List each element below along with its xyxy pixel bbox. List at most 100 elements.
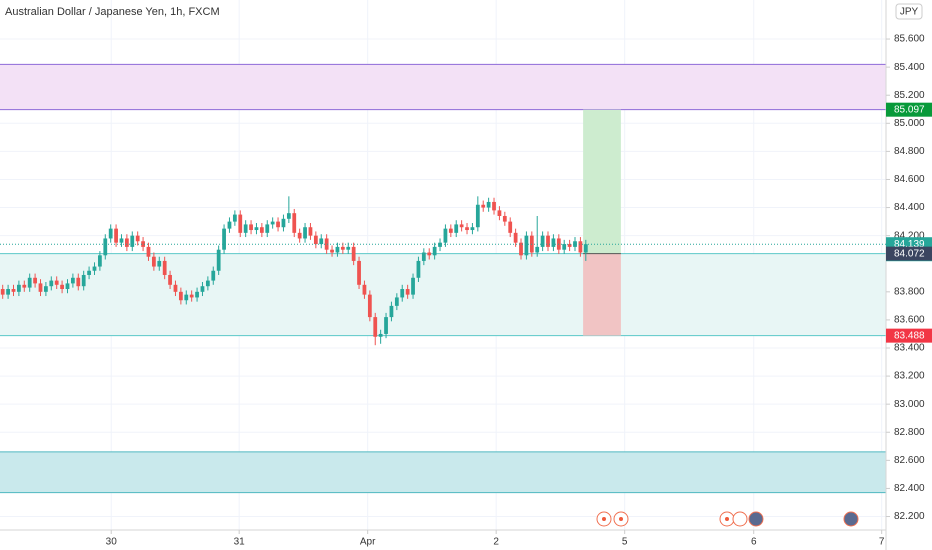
candle-body: [362, 284, 367, 295]
candle-body: [173, 284, 178, 292]
profit-area: [583, 109, 621, 254]
candle-body: [405, 289, 410, 295]
last-price-label: 84.139: [894, 239, 925, 250]
candle-body: [578, 241, 583, 253]
candle-body: [92, 266, 97, 271]
candle-body: [44, 286, 48, 292]
candle-body: [432, 246, 437, 256]
candle-body: [400, 289, 405, 298]
candle-body: [178, 291, 183, 301]
candle-body: [254, 227, 259, 231]
candle-body: [492, 201, 496, 211]
candle-body: [583, 244, 588, 253]
x-tick-label: 7: [879, 537, 885, 548]
x-tick-label: 6: [751, 537, 757, 548]
x-tick-label: 31: [234, 537, 246, 548]
y-tick-label: 84.800: [894, 146, 925, 157]
candle-body: [265, 224, 270, 233]
currency-button[interactable]: [895, 3, 923, 20]
candle-body: [205, 280, 210, 287]
candle-body: [286, 213, 291, 219]
candle-body: [367, 294, 372, 318]
currency-label[interactable]: JPY: [900, 7, 919, 18]
event-icon[interactable]: [843, 511, 859, 527]
candle-body: [195, 291, 199, 298]
candle-body: [232, 214, 237, 222]
candle-body: [184, 294, 189, 301]
y-tick-label: 83.200: [894, 371, 925, 382]
candle-body: [546, 235, 550, 247]
candle-body: [465, 227, 469, 231]
candle-body: [573, 241, 577, 247]
price-tag: [886, 102, 932, 117]
candle-body: [475, 204, 480, 228]
event-dot: [619, 517, 623, 521]
candle-body: [249, 224, 253, 231]
candle-body: [308, 227, 313, 236]
candle-body: [540, 235, 545, 247]
candle-body: [357, 260, 361, 285]
candle-body: [135, 235, 140, 242]
candle-body: [270, 221, 275, 225]
candle-body: [443, 228, 448, 243]
candle-body: [351, 246, 356, 261]
price-tag-label: 84.072: [894, 248, 925, 259]
candle-body: [22, 284, 27, 288]
candle-body: [151, 256, 156, 267]
price-tag-label: 85.097: [894, 104, 925, 115]
candle-body: [11, 289, 16, 292]
candle-body: [108, 228, 113, 239]
candle-body: [448, 228, 453, 233]
candle-body: [297, 232, 302, 239]
candle-body: [162, 260, 167, 275]
candle-body: [54, 280, 59, 285]
candle-body: [454, 224, 459, 233]
y-tick-label: 85.200: [894, 90, 925, 101]
candle-body: [389, 305, 394, 318]
event-icon[interactable]: [732, 511, 748, 527]
candle-body: [33, 277, 37, 284]
y-tick-label: 82.600: [894, 455, 925, 466]
y-tick-label: 84.400: [894, 202, 925, 213]
y-tick-label: 84.200: [894, 230, 925, 241]
price-tag: [886, 328, 932, 343]
y-tick-label: 85.400: [894, 62, 925, 73]
candle-body: [459, 224, 464, 228]
event-icons: [596, 511, 859, 527]
candle-body: [513, 232, 518, 243]
candle-body: [114, 228, 118, 243]
candle-body: [211, 270, 216, 281]
candle-body: [340, 246, 345, 250]
zone: [0, 451, 886, 493]
candle-body: [238, 214, 243, 233]
loss-area: [583, 253, 621, 336]
candle-body: [27, 277, 32, 288]
candle-body: [502, 215, 507, 222]
candle-body: [76, 277, 81, 287]
price-tag-label: 83.488: [894, 330, 925, 341]
candle-body: [87, 270, 91, 275]
candle-body: [535, 246, 540, 253]
candle-body: [384, 317, 388, 334]
zones: [0, 63, 886, 494]
x-tick-label: 30: [106, 537, 118, 548]
candle-body: [17, 284, 21, 292]
zone: [0, 253, 886, 336]
candle-body: [259, 227, 264, 233]
price-tag: [886, 246, 932, 261]
y-tick-label: 85.000: [894, 118, 925, 129]
candle-body: [38, 283, 43, 292]
candle-body: [519, 242, 523, 256]
candle-body: [81, 274, 86, 287]
candle-body: [411, 277, 415, 295]
event-icon[interactable]: [748, 511, 764, 527]
candle-body: [562, 244, 567, 250]
candle-body: [303, 227, 307, 239]
candle-body: [200, 286, 205, 292]
candle-body: [319, 238, 324, 245]
candle-body: [330, 249, 334, 253]
y-tick-label: 83.800: [894, 286, 925, 297]
candle-body: [130, 235, 135, 247]
candle-body: [421, 252, 426, 261]
